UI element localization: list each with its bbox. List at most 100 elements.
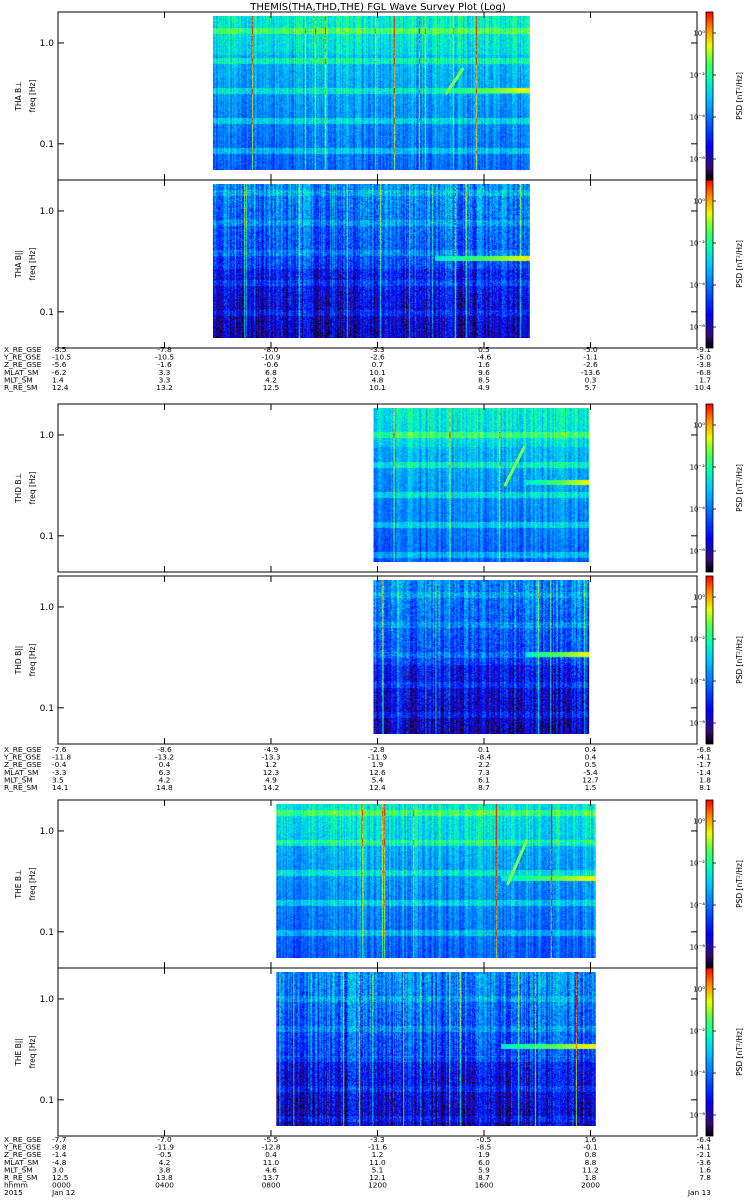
ephemeris-value: -7.0: [157, 1135, 172, 1144]
ephemeris-value: 8.5: [478, 375, 490, 384]
y-tick-label: 1.0: [40, 603, 55, 613]
ephemeris-value: 4.2: [159, 775, 171, 784]
ephemeris-value: -10.5: [155, 353, 174, 362]
ephemeris-value: -6.4: [697, 1135, 712, 1144]
ephemeris-row-label: Z_RE_GSE: [4, 360, 42, 369]
ephemeris-row-label: Y_RE_GSE: [3, 753, 41, 762]
ephemeris-value: 12.4: [369, 783, 386, 792]
spectrogram-panel: 1.0 0.1 THE B|| freq [Hz] 10⁰ 10⁻² 10⁻⁴ 10⁻⁶ PSD…: [14, 967, 744, 1137]
colorbar-tick-label: 10⁻²: [690, 464, 706, 472]
y-tick-label: 1.0: [40, 207, 55, 217]
ephemeris-value: 1200: [368, 1181, 387, 1190]
ephemeris-value: 8.1: [699, 783, 711, 792]
ephemeris-value: -4.8: [52, 1158, 67, 1167]
figure-title: THEMIS(THA,THD,THE) FGL Wave Survey Plot…: [249, 2, 506, 13]
ephemeris-value: 4.2: [159, 1158, 171, 1167]
ephemeris-value: 0.7: [372, 360, 384, 369]
y-tick-label: 1.0: [40, 39, 55, 49]
colorbar-tick-label: 10⁰: [693, 986, 705, 994]
ephemeris-row-label: Y_RE_GSE: [3, 353, 41, 362]
ephemeris-value: 6.0: [478, 1158, 490, 1167]
colorbar-tick-label: 10⁻⁴: [690, 678, 706, 686]
ephemeris-value: -7.8: [157, 345, 172, 354]
ephemeris-value: -6.8: [697, 745, 712, 754]
panel-ylabel: THD B||: [14, 646, 23, 676]
ephemeris-row-label: MLT_SM: [4, 1165, 33, 1174]
ephemeris-row-label: 2015: [4, 1188, 23, 1197]
emission-trace: [445, 67, 465, 95]
ephemeris-value: 1.2: [372, 1150, 384, 1159]
ephemeris-value: 8.8: [585, 1158, 597, 1167]
ephemeris-value: -13.6: [581, 368, 600, 377]
ephemeris-value: 14.1: [52, 783, 69, 792]
ephemeris-value: -1.4: [697, 768, 712, 777]
ephemeris-value: 1.6: [478, 360, 490, 369]
ephemeris-table: X_RE_GSEY_RE_GSEZ_RE_GSEMLAT_SMMLT_SMR_R…: [3, 745, 711, 792]
colorbar-tick-label: 10⁻⁶: [690, 1112, 706, 1120]
ephemeris-value: -0.6: [264, 360, 279, 369]
ephemeris-value: 12.5: [52, 1173, 69, 1182]
ephemeris-value: -5.0: [697, 353, 712, 362]
panel-ylabel: THE B||: [14, 1038, 23, 1067]
ephemeris-value: 0.8: [585, 1150, 597, 1159]
ephemeris-value: 4.2: [265, 375, 277, 384]
ephemeris-value: -13.2: [155, 753, 174, 762]
ephemeris-value: Jan 13: [687, 1188, 711, 1197]
ephemeris-value: 12.3: [263, 768, 280, 777]
panel-freq-label: freq [Hz]: [28, 1036, 37, 1069]
ephemeris-row-label: MLT_SM: [4, 375, 33, 384]
ephemeris-value: 12.6: [369, 768, 386, 777]
panel-ylabel: THD B⊥: [14, 473, 23, 504]
ephemeris-row-label: X_RE_GSE: [4, 745, 42, 754]
ephemeris-row-label: MLAT_SM: [4, 768, 38, 777]
ephemeris-value: 6.8: [265, 368, 277, 377]
ephemeris-value: -11.6: [368, 1143, 387, 1152]
ephemeris-value: 3.0: [52, 1165, 64, 1174]
ephemeris-value: 1.4: [52, 375, 64, 384]
ephemeris-value: 3.3: [159, 375, 171, 384]
ephemeris-value: -1.1: [583, 353, 598, 362]
ephemeris-value: -12.8: [261, 1143, 280, 1152]
colorbar-label: PSD [nT²/Hz]: [735, 464, 744, 512]
ephemeris-value: -5.6: [52, 360, 67, 369]
spectrogram-panel: 1.0 0.1 THD B|| freq [Hz] 10⁰ 10⁻² 10⁻⁴ 10⁻⁶ PSD…: [14, 575, 744, 745]
ephemeris-value: 2.2: [478, 760, 490, 769]
ephemeris-table: X_RE_GSEY_RE_GSEZ_RE_GSEMLAT_SMMLT_SMR_R…: [3, 1135, 711, 1197]
ephemeris-value: 1.5: [585, 783, 597, 792]
y-tick-label: 0.1: [40, 928, 54, 938]
y-tick-label: 0.1: [40, 1096, 54, 1106]
colorbar-tick-label: 10⁻⁶: [690, 720, 706, 728]
ephemeris-value: -0.5: [157, 1150, 172, 1159]
spectrogram-image: [373, 408, 590, 562]
ephemeris-value: 1.8: [699, 775, 711, 784]
ephemeris-value: -2.8: [370, 745, 385, 754]
ephemeris-value: -3.6: [697, 1158, 712, 1167]
ephemeris-value: -7.7: [52, 1135, 67, 1144]
emission-trace: [506, 839, 529, 886]
ephemeris-value: -5.4: [583, 768, 598, 777]
colorbar-tick-label: 10⁻⁴: [690, 1070, 706, 1078]
colorbar: [705, 179, 714, 349]
ephemeris-value: 5.1: [372, 1165, 384, 1174]
ephemeris-value: -4.9: [264, 745, 279, 754]
panel-ylabel: THA B⊥: [14, 81, 23, 111]
ephemeris-value: 13.2: [156, 383, 172, 392]
ephemeris-value: 13.8: [156, 1173, 173, 1182]
ephemeris-value: -4.1: [697, 1143, 712, 1152]
ephemeris-value: -11.9: [155, 1143, 174, 1152]
ephemeris-value: 1.7: [699, 375, 711, 384]
ephemeris-value: -9.1: [697, 345, 712, 354]
ephemeris-value: 12.1: [369, 1173, 386, 1182]
spectrogram-image: [276, 972, 596, 1126]
colorbar-label: PSD [nT²/Hz]: [735, 240, 744, 288]
colorbar-label: PSD [nT²/Hz]: [735, 860, 744, 908]
colorbar-tick-label: 10⁻⁴: [690, 902, 706, 910]
ephemeris-value: -3.3: [370, 345, 385, 354]
ephemeris-value: 1600: [475, 1181, 494, 1190]
ephemeris-row-label: R_RE_SM: [4, 1173, 37, 1182]
spectrogram-panel: 1.0 0.1 THA B⊥ freq [Hz] 10⁰ 10⁻² 10⁻⁴ 10⁻⁶ PSD …: [14, 11, 744, 181]
ephemeris-value: 7.3: [478, 768, 490, 777]
ephemeris-row-label: hhmm: [4, 1181, 28, 1190]
ephemeris-value: -6.8: [697, 368, 712, 377]
